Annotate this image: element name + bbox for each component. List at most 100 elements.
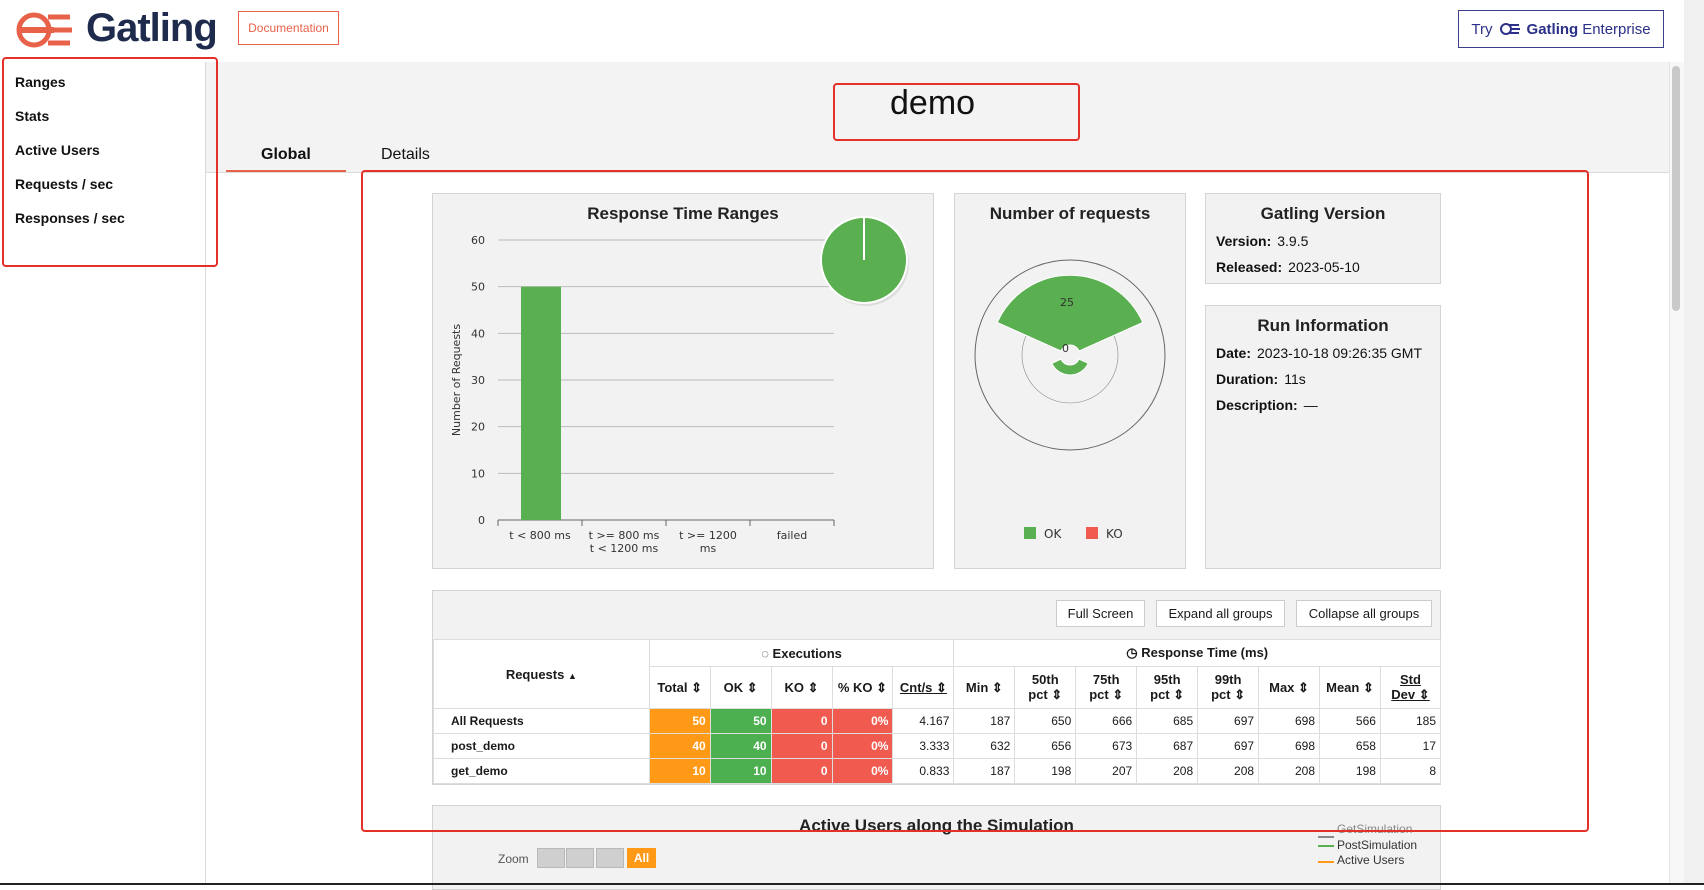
cell-std-dev: 185 [1379, 708, 1442, 734]
number-of-requests-chart: 25 0 OK KO [974, 259, 1166, 541]
table-row[interactable]: All Requests 50 50 0 0% 4.167 187 650 666 685 697 6… [433, 708, 1442, 734]
cell-ko: 0 [770, 758, 833, 784]
sidebar [0, 62, 206, 885]
column-header-total[interactable]: Total ⇕ [648, 666, 711, 709]
version-title: Gatling Version [1260, 204, 1386, 223]
response-time-group-header: ◷ Response Time (ms) [953, 639, 1441, 667]
cell-75th-pct: 673 [1075, 733, 1138, 759]
y-tick-label: 60 [471, 234, 485, 247]
legend-label-ko: KO [1106, 527, 1123, 541]
column-header-min[interactable]: Min ⇕ [953, 666, 1016, 709]
cell--ko: 0% [831, 733, 894, 759]
expand-all-groups-button[interactable]: Expand all groups [1156, 600, 1285, 627]
cell-std-dev: 8 [1379, 758, 1442, 784]
date-label: Date: [1216, 345, 1252, 361]
column-header-line: 75th [1092, 672, 1120, 687]
full-screen-button[interactable]: Full Screen [1056, 600, 1145, 627]
cell-max: 698 [1258, 708, 1320, 734]
column-header-std-dev[interactable]: Std Dev ⇕ [1379, 666, 1442, 709]
tab-global[interactable]: Global [261, 146, 311, 163]
response-time-ranges-chart: 0 10 20 30 40 50 60 Number of Requests t < 800 m… [450, 216, 909, 555]
x-tick-label: t >= 1200 [679, 529, 737, 542]
y-tick-label: 10 [471, 467, 485, 480]
annotation-box-content [361, 170, 1589, 832]
logo-text[interactable]: Gatling [86, 6, 218, 50]
executions-group-header: ◌ Executions [648, 639, 955, 667]
zoom-option-3[interactable] [596, 848, 624, 868]
duration-value: 11s [1284, 371, 1306, 387]
run-information-panel: Run Information Date: 2023-10-18 09:26:35… [1205, 305, 1441, 569]
legend-label-ok: OK [1044, 527, 1062, 541]
sidebar-item-stats[interactable]: Stats [15, 108, 50, 124]
tab-details[interactable]: Details [381, 146, 430, 163]
requests-column-header[interactable]: Requests ▲ [433, 639, 650, 709]
y-tick-label: 20 [471, 421, 485, 434]
gatling-version-panel: Gatling Version Version: 3.9.5 Released: 2… [1205, 193, 1441, 284]
legend-getsimulation[interactable]: GetSimulation [1337, 822, 1413, 836]
date-value: 2023-10-18 09:26:35 GMT [1257, 345, 1423, 361]
column-header-row: Total ⇕ OK ⇕ KO ⇕% KO ⇕ Cnt/s ⇕ Min ⇕ 50th pct… [434, 666, 1442, 709]
request-name[interactable]: get_demo [433, 758, 650, 784]
executions-icon: ◌ [761, 645, 769, 661]
legend-swatch-postsimulation [1318, 845, 1334, 847]
collapse-all-groups-button[interactable]: Collapse all groups [1296, 600, 1432, 627]
y-tick-label: 50 [471, 281, 485, 294]
cell-ok: 50 [709, 708, 772, 734]
legend-active-users[interactable]: Active Users [1337, 853, 1405, 867]
column-header--ko[interactable]: % KO ⇕ [831, 666, 894, 709]
cell-75th-pct: 666 [1075, 708, 1138, 734]
version-value: 3.9.5 [1277, 233, 1309, 249]
sort-asc-icon: ▲ [567, 670, 577, 681]
table-row[interactable]: get_demo 10 10 0 0% 0.833 187 198 207 208 208 208 19… [433, 758, 1442, 784]
duration-label: Duration: [1216, 371, 1279, 387]
sidebar-item-active-users[interactable]: Active Users [15, 142, 100, 158]
x-tick-label: ms [700, 542, 717, 555]
column-header-mean[interactable]: Mean ⇕ [1319, 666, 1381, 709]
column-header-ko[interactable]: KO ⇕ [770, 666, 833, 709]
scrollbar-thumb[interactable] [1672, 66, 1680, 311]
column-header-99th-pct[interactable]: 99th pct ⇕ [1197, 666, 1260, 709]
bar-0 [521, 286, 561, 520]
executions-label: Executions [772, 645, 842, 661]
enterprise-product: Enterprise [1582, 20, 1651, 38]
cell-cnt-s: 4.167 [892, 708, 955, 734]
sidebar-item-responses-sec[interactable]: Responses / sec [15, 210, 125, 226]
active-users-panel: Active Users along the Simulation [432, 805, 1441, 890]
cell--ko: 0% [831, 758, 894, 784]
cell--ko: 0% [831, 708, 894, 734]
column-header-cnt-s[interactable]: Cnt/s ⇕ [892, 666, 955, 709]
x-tick-label: failed [777, 529, 807, 542]
simulation-title: demo [890, 84, 976, 122]
column-header-50th-pct[interactable]: 50th pct ⇕ [1014, 666, 1077, 709]
column-header-line: pct ⇕ [1028, 687, 1063, 702]
table-row[interactable]: post_demo 40 40 0 0% 3.333 632 656 673 687 697 698 6… [433, 733, 1442, 759]
cell-min: 187 [953, 758, 1016, 784]
try-enterprise-button[interactable]: Try Gatling Enterprise [1458, 10, 1664, 48]
sidebar-item-ranges[interactable]: Ranges [15, 74, 66, 90]
legend-postsimulation[interactable]: PostSimulation [1337, 838, 1418, 852]
requests-title: Number of requests [989, 204, 1151, 223]
description-label: Description: [1216, 397, 1298, 413]
annotation-box-sidebar [2, 57, 218, 267]
y-axis-label: Number of Requests [450, 324, 463, 436]
zoom-option-1[interactable] [537, 848, 565, 868]
number-of-requests-panel: Number of requests [954, 193, 1186, 569]
sidebar-item-requests-sec[interactable]: Requests / sec [15, 176, 114, 192]
main-header-area [206, 62, 1669, 173]
legend-swatch-ko [1086, 527, 1098, 539]
cell-total: 10 [648, 758, 711, 784]
documentation-button[interactable]: Documentation [238, 11, 339, 45]
version-label: Version: [1216, 233, 1272, 249]
enterprise-brand: Gatling [1526, 20, 1579, 38]
legend-swatch-active-users [1318, 861, 1334, 863]
request-name[interactable]: post_demo [433, 733, 650, 759]
column-header-line: 99th [1214, 672, 1242, 687]
gatling-logo-icon[interactable] [14, 10, 76, 50]
zoom-all-button[interactable]: All [627, 848, 656, 868]
cell-max: 208 [1258, 758, 1320, 784]
request-name[interactable]: All Requests [433, 708, 650, 734]
zoom-option-2[interactable] [566, 848, 594, 868]
y-tick-label: 0 [478, 514, 485, 527]
released-label: Released: [1216, 259, 1283, 275]
description-row: Description: — [1216, 397, 1318, 413]
